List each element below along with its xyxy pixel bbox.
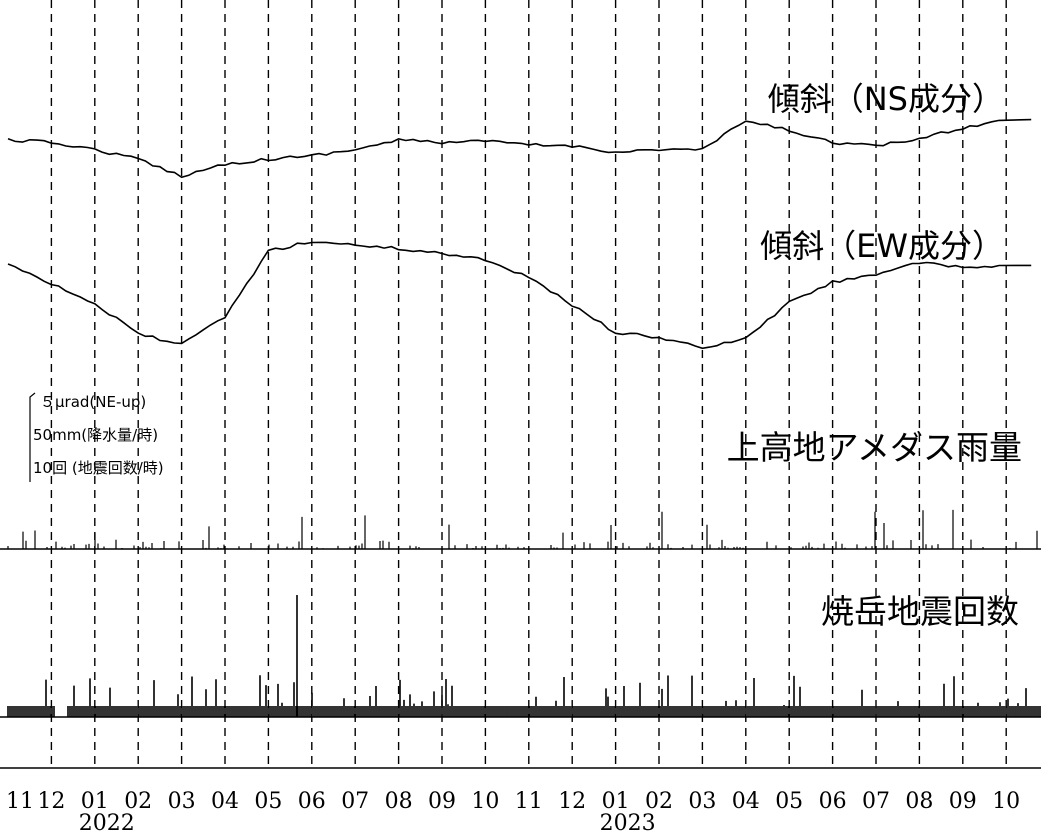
series-bars-rain bbox=[7, 509, 1038, 549]
series-label-ew: 傾斜（EW成分） bbox=[760, 227, 1004, 265]
x-tick-label-17: 04 bbox=[732, 789, 760, 814]
x-tick-label-16: 03 bbox=[688, 789, 716, 814]
scale-bar: ５μrad(NE-up) 50mm(降水量/時) 10回 (地震回数/時) bbox=[29, 392, 164, 482]
x-tick-label-10: 09 bbox=[428, 789, 456, 814]
x-tick-label-0: 11 bbox=[6, 789, 34, 814]
scale-bar-rain-label: 50mm(降水量/時) bbox=[33, 426, 158, 444]
year-label-1: 2023 bbox=[600, 811, 656, 834]
x-tick-label-4: 03 bbox=[168, 789, 196, 814]
x-tick-label-1: 12 bbox=[37, 789, 65, 814]
year-label-0: 2022 bbox=[79, 811, 135, 834]
series-layer bbox=[7, 118, 1041, 717]
series-line-tilt-ew bbox=[7, 241, 1032, 350]
x-tick-label-7: 06 bbox=[298, 789, 326, 814]
x-tick-label-23: 10 bbox=[992, 789, 1020, 814]
x-tick-label-6: 05 bbox=[254, 789, 282, 814]
x-tick-labels: 11 12 01 02 03 04 05 06 07 08 09 10 11 12 01 02 03 04 05 06… bbox=[6, 789, 1020, 814]
x-tick-label-8: 07 bbox=[341, 789, 369, 814]
x-tick-label-20: 07 bbox=[862, 789, 890, 814]
x-tick-label-21: 08 bbox=[905, 789, 933, 814]
series-label-ns: 傾斜（NS成分） bbox=[768, 80, 1004, 118]
scale-bar-line bbox=[29, 392, 36, 482]
x-tick-label-12: 11 bbox=[515, 789, 543, 814]
series-line-tilt-ns bbox=[7, 118, 1032, 179]
x-tick-label-3: 02 bbox=[124, 789, 152, 814]
scale-bar-quake-label: 10回 (地震回数/時) bbox=[33, 459, 164, 477]
x-tick-label-18: 05 bbox=[775, 789, 803, 814]
x-tick-label-15: 02 bbox=[645, 789, 673, 814]
x-tick-label-19: 06 bbox=[819, 789, 847, 814]
x-tick-label-11: 10 bbox=[471, 789, 499, 814]
x-tick-label-22: 09 bbox=[949, 789, 977, 814]
year-labels: 2022 2023 bbox=[79, 811, 656, 834]
scale-bar-tilt-label: ５μrad(NE-up) bbox=[40, 393, 146, 411]
x-tick-label-14: 01 bbox=[602, 789, 630, 814]
month-gridlines bbox=[50, 0, 1007, 768]
baselines bbox=[0, 548, 1041, 769]
x-tick-label-5: 04 bbox=[211, 789, 239, 814]
x-tick-label-13: 12 bbox=[558, 789, 586, 814]
series-bars-quake bbox=[7, 595, 1041, 717]
x-tick-label-9: 08 bbox=[385, 789, 413, 814]
series-label-rain: 上高地アメダス雨量 bbox=[727, 428, 1022, 467]
x-tick-label-2: 01 bbox=[81, 789, 109, 814]
series-label-quake: 焼岳地震回数 bbox=[821, 592, 1019, 631]
